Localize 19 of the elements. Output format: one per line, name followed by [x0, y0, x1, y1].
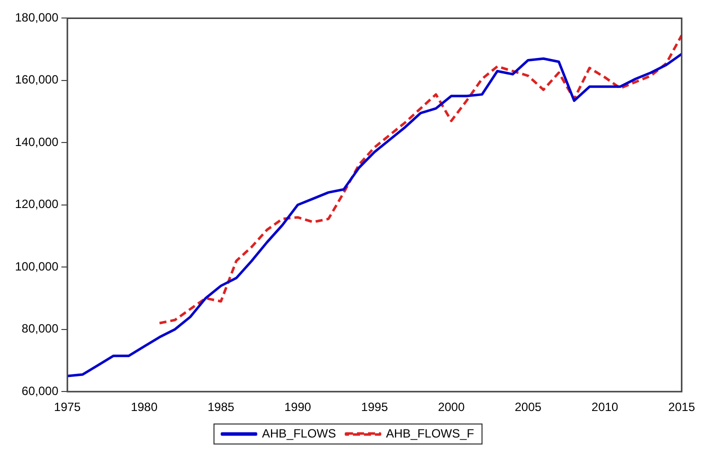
y-tick-label: 140,000: [14, 134, 59, 149]
y-tick-label: 180,000: [14, 10, 59, 25]
y-tick-label: 80,000: [22, 322, 59, 336]
x-tick-label: 1980: [130, 400, 158, 414]
x-tick-label: 2000: [438, 400, 465, 414]
x-tick-label: 1975: [54, 400, 82, 414]
y-tick-label: 160,000: [14, 72, 59, 87]
y-tick-label: 120,000: [14, 197, 59, 212]
y-tick-label: 100,000: [14, 259, 59, 274]
y-tick-label: 60,000: [22, 384, 59, 398]
x-tick-label: 1985: [208, 400, 235, 414]
x-tick-label: 1995: [361, 400, 388, 414]
x-tick-label: 2010: [592, 400, 619, 414]
x-tick-label: 1990: [284, 400, 312, 414]
line-series: [158, 34, 682, 324]
legend-label: AHB_FLOWS: [262, 426, 336, 440]
x-tick-label: 2005: [514, 400, 542, 414]
x-tick-label: 2015: [668, 400, 696, 414]
legend-label: AHB_FLOWS_F: [386, 426, 474, 440]
